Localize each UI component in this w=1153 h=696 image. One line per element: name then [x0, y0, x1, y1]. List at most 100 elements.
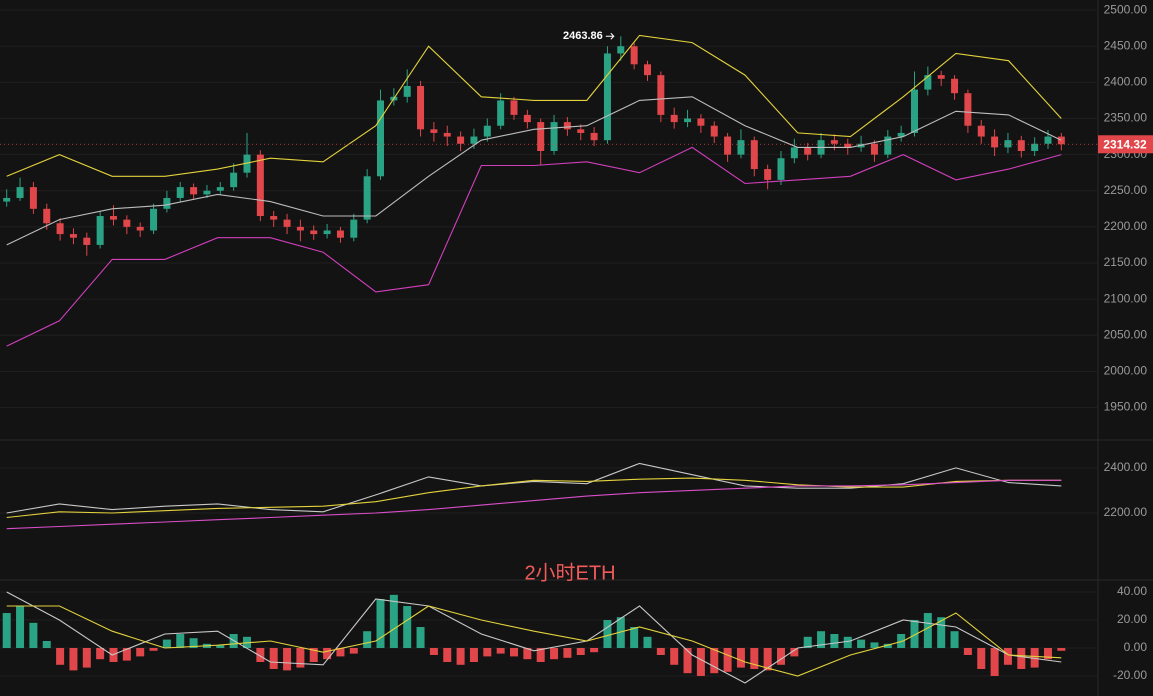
candle-body: [1017, 140, 1025, 152]
candle-body: [230, 172, 238, 188]
candle-body: [497, 100, 505, 126]
candle-body: [697, 118, 705, 126]
indicator-line: [6, 34, 1062, 177]
candle-body: [123, 219, 131, 227]
candle-body: [3, 197, 11, 202]
last-price-label: 2314.32: [1103, 137, 1147, 151]
histogram-bar: [416, 627, 425, 649]
histogram-bar: [456, 648, 465, 665]
histogram-bar: [56, 648, 65, 665]
candle-body: [1004, 140, 1012, 148]
candle-body: [403, 85, 411, 97]
candle-body: [216, 187, 224, 191]
histogram-bar: [576, 648, 585, 656]
candle-body: [363, 176, 371, 220]
histogram-bar: [830, 634, 839, 649]
histogram-bar: [363, 631, 372, 649]
candle-body: [577, 129, 585, 133]
candle-body: [150, 208, 158, 231]
histogram-bar: [977, 648, 986, 669]
indicator-line: [6, 146, 1062, 347]
candle-body: [750, 140, 758, 170]
indicator-line: [6, 96, 1062, 246]
histogram-bar: [763, 648, 772, 671]
candle-body: [550, 122, 558, 152]
histogram-bar: [16, 606, 25, 649]
y-tick-label: 0.00: [1124, 640, 1148, 654]
candle-body: [417, 85, 425, 130]
candle-body: [951, 78, 959, 94]
y-tick-label: 20.00: [1117, 612, 1147, 626]
candle-body: [243, 154, 251, 173]
histogram-bar: [1044, 648, 1052, 660]
candle-body: [443, 132, 451, 137]
histogram-bar: [803, 636, 812, 649]
candle-body: [83, 237, 91, 245]
candle-body: [523, 114, 531, 123]
y-tick-label: 2200.00: [1104, 219, 1148, 233]
histogram-bar: [296, 648, 305, 668]
histogram-bar: [216, 645, 225, 649]
histogram-bar: [990, 648, 999, 676]
candle-body: [310, 230, 318, 235]
histogram-bar: [1017, 648, 1026, 669]
histogram-bar: [189, 638, 198, 649]
candle-body: [670, 114, 678, 123]
candle-body: [964, 93, 972, 126]
y-tick-label: -20.00: [1113, 668, 1147, 682]
candle-body: [270, 216, 278, 220]
indicator-line: [6, 477, 1062, 519]
histogram-bar: [323, 648, 332, 660]
histogram-bar: [403, 606, 412, 649]
candle-body: [630, 46, 638, 65]
candle-body: [924, 75, 932, 90]
histogram-bar: [696, 648, 705, 676]
histogram-bar: [82, 648, 91, 668]
candle-body: [937, 75, 945, 79]
y-tick-label: 2450.00: [1104, 38, 1148, 52]
y-tick-label: 2100.00: [1104, 291, 1148, 305]
candle-body: [176, 187, 184, 198]
candle-body: [590, 132, 598, 141]
histogram-bar: [42, 641, 51, 649]
high-arrow: [605, 32, 615, 40]
y-tick-label: 1950.00: [1104, 400, 1148, 414]
candle-body: [657, 75, 665, 115]
histogram-bar: [923, 613, 932, 649]
histogram-bar: [670, 648, 679, 665]
candle-body: [710, 125, 718, 137]
candle-body: [724, 136, 732, 155]
candle-body: [296, 226, 304, 231]
candle-body: [510, 100, 518, 115]
histogram-bar: [937, 617, 946, 649]
histogram-bar: [336, 648, 345, 657]
candle-body: [323, 230, 331, 235]
histogram-bar: [523, 648, 532, 660]
histogram-bar: [950, 631, 959, 649]
candle-body: [136, 226, 144, 231]
histogram-bar: [603, 620, 612, 649]
candle-body: [617, 46, 625, 54]
candle-body: [844, 143, 852, 148]
histogram-bar: [349, 648, 358, 654]
histogram-bar: [69, 648, 78, 671]
candle-body: [991, 136, 999, 148]
histogram-bar: [536, 648, 545, 662]
candle-body: [430, 129, 438, 133]
high-label: 2463.86: [563, 30, 603, 42]
histogram-bar: [550, 648, 559, 660]
candle-body: [350, 219, 358, 238]
histogram-bar: [2, 613, 11, 649]
y-tick-label: 2350.00: [1104, 111, 1148, 125]
candle-body: [16, 187, 24, 198]
candle-body: [737, 140, 745, 155]
candle-body: [470, 136, 478, 144]
candle-body: [163, 197, 171, 209]
histogram-bar: [149, 648, 158, 651]
histogram-bar: [710, 648, 719, 674]
y-tick-label: 2400.00: [1104, 460, 1148, 474]
histogram-bar: [1030, 648, 1039, 668]
histogram-bar: [429, 648, 438, 656]
